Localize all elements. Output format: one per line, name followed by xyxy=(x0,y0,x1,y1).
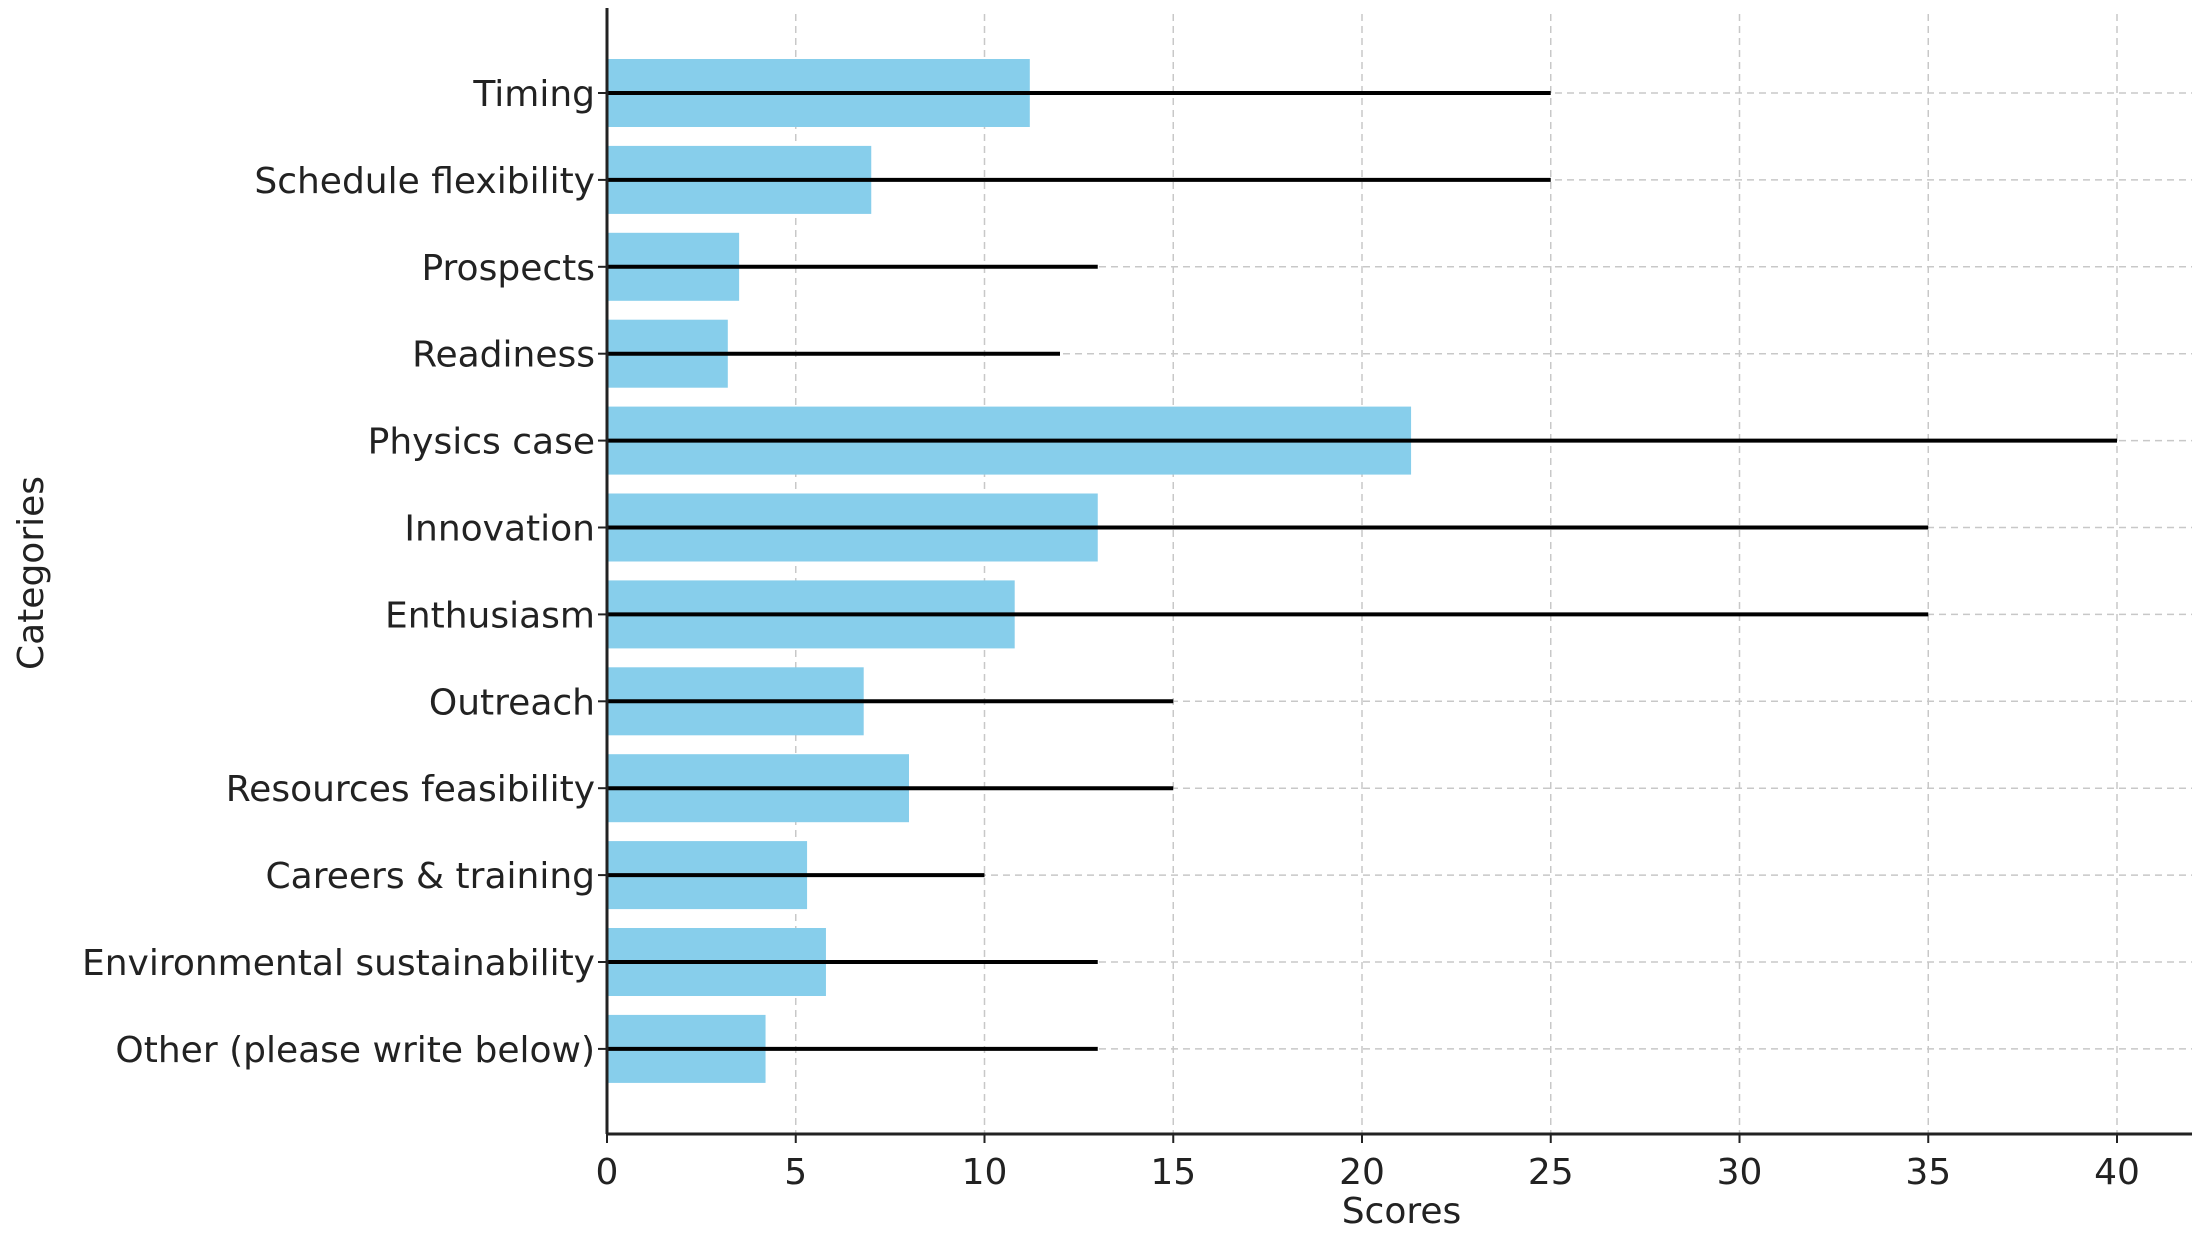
category-label: Other (please write below) xyxy=(115,1030,595,1071)
x-tick-label: 10 xyxy=(962,1152,1008,1193)
category-label: Careers & training xyxy=(266,856,595,897)
category-label: Physics case xyxy=(368,422,595,463)
category-label: Innovation xyxy=(404,509,595,550)
x-axis-title: Scores xyxy=(1342,1191,1462,1229)
category-label: Enthusiasm xyxy=(385,595,595,636)
y-axis-title: Categories xyxy=(11,476,52,670)
x-tick-labels: 0 5 10 15 20 25 30 35 40 xyxy=(596,1134,2140,1193)
x-tick-label: 40 xyxy=(2094,1152,2140,1193)
category-label: Outreach xyxy=(429,682,595,723)
x-tick-label: 15 xyxy=(1150,1152,1196,1193)
x-tick-label: 30 xyxy=(1717,1152,1763,1193)
bars xyxy=(607,59,1412,1083)
x-tick-label: 25 xyxy=(1528,1152,1574,1193)
x-tick-label: 5 xyxy=(784,1152,807,1193)
category-label: Readiness xyxy=(412,335,595,376)
category-labels: Timing Schedule flexibility Prospects Readi… xyxy=(82,74,607,1071)
category-label: Prospects xyxy=(421,248,595,289)
category-label: Environmental sustainability xyxy=(82,943,595,984)
category-label: Resources feasibility xyxy=(226,769,595,810)
range-lines xyxy=(607,91,2117,1051)
x-tick-label: 0 xyxy=(596,1152,619,1193)
category-label: Schedule flexibility xyxy=(254,161,595,202)
x-tick-label: 35 xyxy=(1905,1152,1951,1193)
x-tick-label: 20 xyxy=(1339,1152,1385,1193)
category-label: Timing xyxy=(472,74,595,115)
